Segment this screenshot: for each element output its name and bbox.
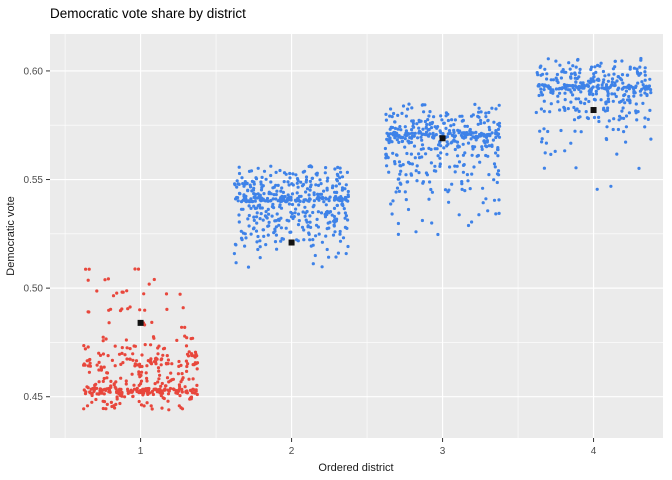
mean-markers: [137, 107, 597, 326]
svg-text:1: 1: [138, 446, 144, 457]
panel-background: [50, 34, 663, 438]
svg-text:2: 2: [289, 446, 295, 457]
axis-ticks: [46, 70, 595, 442]
svg-text:0.60: 0.60: [24, 66, 44, 77]
svg-text:0.55: 0.55: [24, 175, 44, 186]
chart-title: Democratic vote share by district: [50, 6, 246, 21]
points-district-2: [232, 164, 350, 269]
plot-generated-layers: 1 2 3 4 0.45 0.50 0.55 0.60: [24, 34, 663, 457]
major-gridlines: [50, 34, 663, 438]
minor-gridlines: [50, 34, 663, 438]
svg-text:0.45: 0.45: [24, 392, 44, 403]
points-district-4: [534, 56, 653, 191]
y-tick-labels: 0.45 0.50 0.55 0.60: [24, 66, 44, 403]
svg-text:3: 3: [440, 446, 446, 457]
x-tick-labels: 1 2 3 4: [138, 446, 597, 457]
points-district-3: [383, 102, 502, 237]
points-district-1: [82, 267, 200, 412]
y-axis-title: Democratic vote: [5, 196, 17, 275]
svg-text:0.50: 0.50: [24, 284, 44, 295]
x-axis-title: Ordered district: [318, 462, 393, 474]
svg-text:4: 4: [591, 446, 597, 457]
